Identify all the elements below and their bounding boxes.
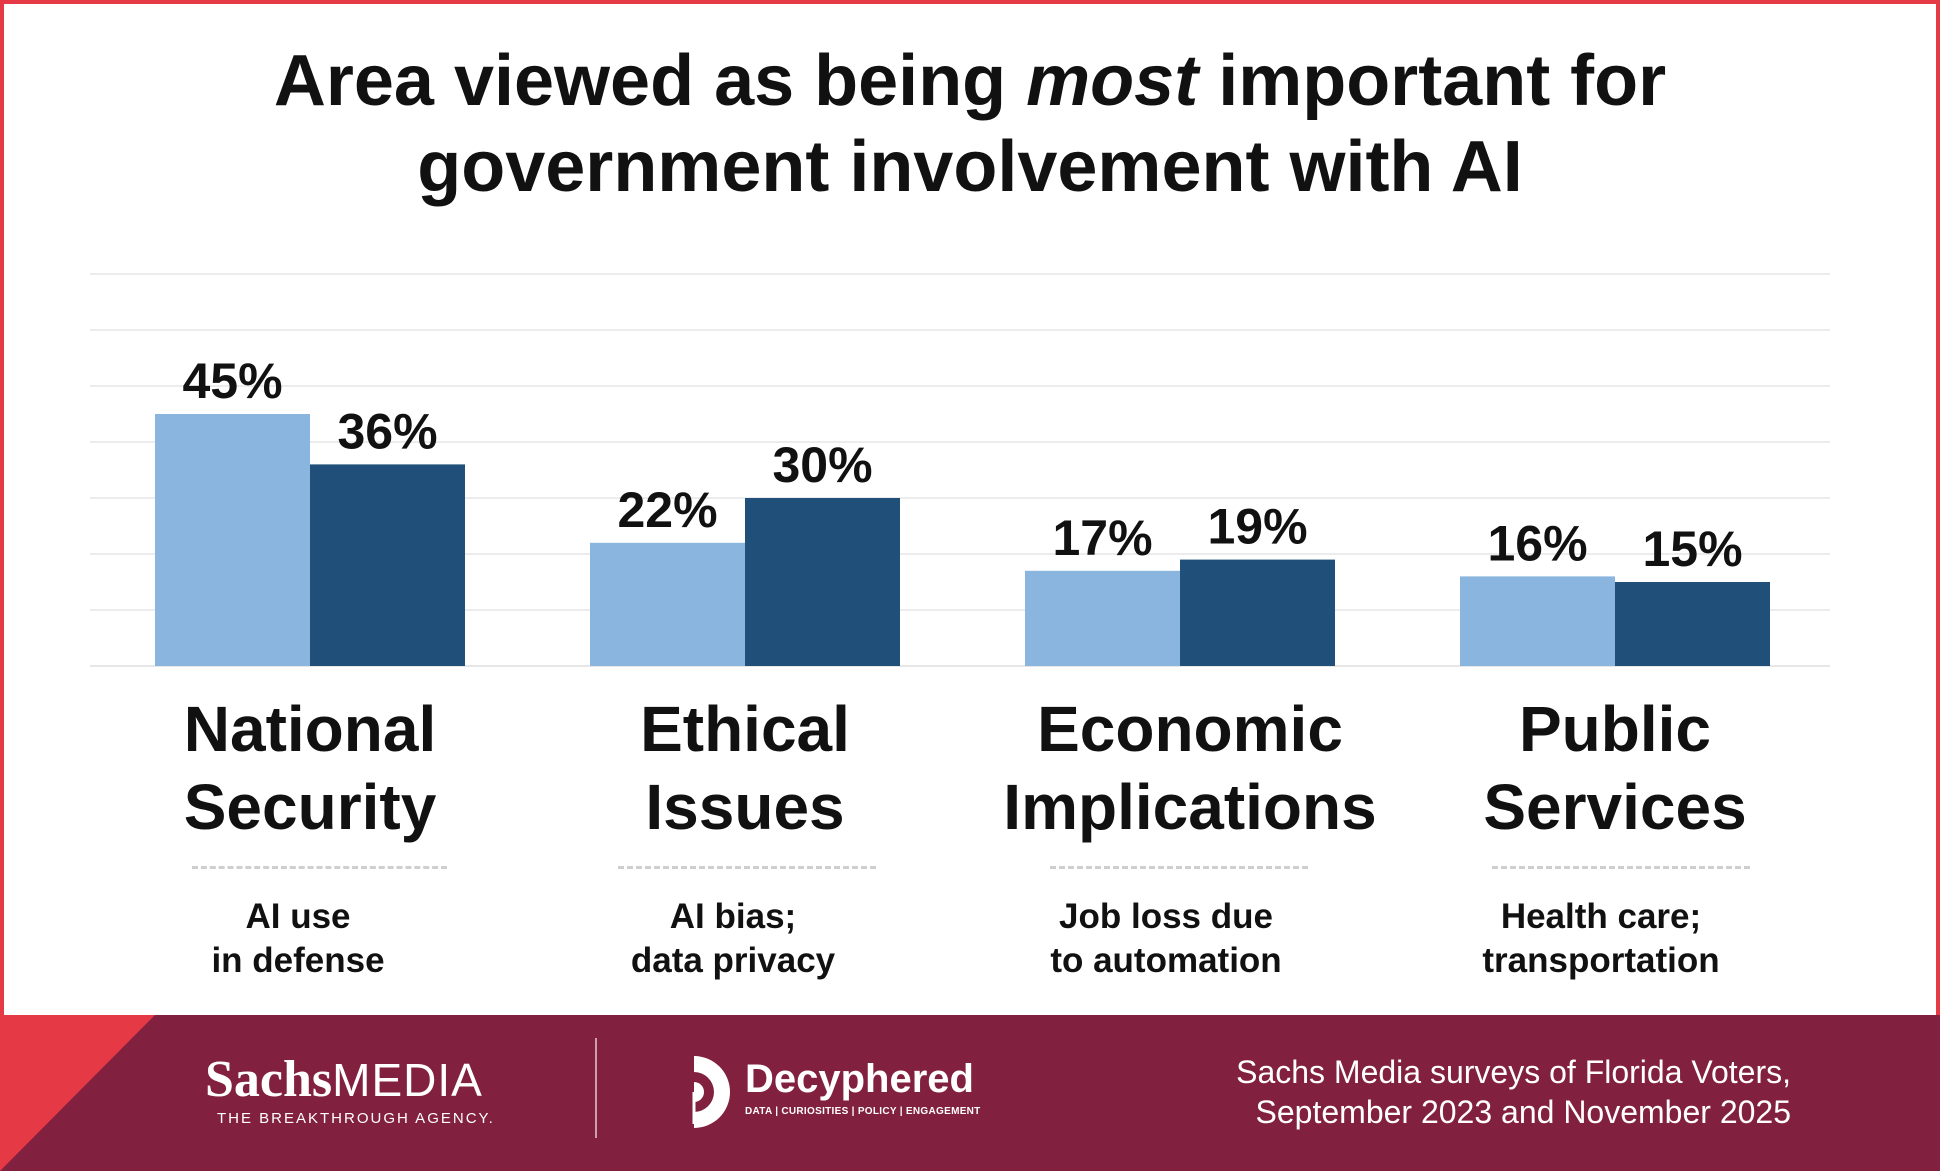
category-label-economic-implications: Economic Implications (1003, 693, 1377, 843)
category-label-national-security: National Security (183, 693, 437, 843)
footer-divider (595, 1038, 597, 1138)
decyphered-logo: Decyphered DATA | CURIOSITIES | POLICY |… (745, 1057, 981, 1117)
title-line2: government involvement with AI (417, 127, 1523, 207)
sublabel-economic-implications: Job loss due to automation (1050, 897, 1282, 980)
sublabel-national-security: AI use in defense (211, 897, 385, 980)
separator-national-security (192, 866, 447, 869)
sublabel-public-services: Health care; transportation (1482, 897, 1720, 980)
data-label-economic-implications-2023: 17% (1052, 510, 1152, 566)
separator-public-services (1492, 866, 1750, 869)
sublabel-ethical-issues: AI bias; data privacy (630, 897, 836, 980)
data-label-ethical-issues-2023: 22% (617, 482, 717, 538)
sachs-media-logo: SachsMEDIA THE BREAKTHROUGH AGENCY. (205, 1051, 495, 1128)
bar-ethical-issues-2025 (745, 498, 900, 666)
data-label-public-services-2025: 15% (1642, 521, 1742, 577)
bar-economic-implications-2025 (1180, 559, 1335, 666)
bar-public-services-2023 (1460, 576, 1615, 666)
data-label-public-services-2023: 16% (1487, 515, 1587, 571)
bar-ethical-issues-2023 (590, 542, 745, 666)
category-label-public-services: Public Services (1483, 693, 1747, 843)
separator-ethical-issues (618, 866, 876, 869)
bar-national-security-2025 (310, 464, 465, 666)
data-label-national-security-2025: 36% (337, 403, 437, 459)
title-part2: important for (1198, 41, 1667, 121)
bar-national-security-2023 (155, 414, 310, 666)
chart-title: Area viewed as being most important for … (0, 38, 1940, 210)
footer-corner-accent (0, 1015, 155, 1171)
title-emphasis: most (1026, 41, 1199, 121)
category-label-ethical-issues: Ethical Issues (640, 693, 850, 843)
source-note: Sachs Media surveys of Florida Voters, S… (1236, 1054, 1791, 1130)
separator-economic-implications (1050, 866, 1308, 869)
data-label-economic-implications-2025: 19% (1207, 499, 1307, 555)
data-label-ethical-issues-2025: 30% (772, 437, 872, 493)
bar-chart: 45% 36% 22% 30% 17% 19% 16% 15% (90, 273, 1830, 667)
data-label-national-security-2023: 45% (182, 353, 282, 409)
title-part1: Area viewed as being (273, 41, 1027, 121)
bar-public-services-2025 (1615, 582, 1770, 666)
bar-economic-implications-2023 (1025, 570, 1180, 666)
decyphered-logo-icon (692, 1056, 730, 1128)
footer-bar (0, 1015, 1940, 1171)
